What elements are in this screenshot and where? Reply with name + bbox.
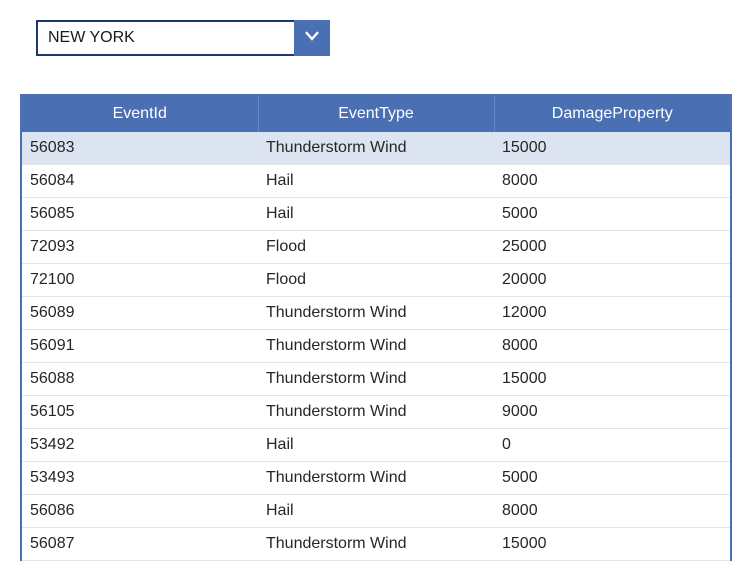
table-cell: Thunderstorm Wind: [258, 132, 494, 165]
table-row[interactable]: 56084Hail8000: [22, 165, 730, 198]
table-cell: 72093: [22, 231, 258, 264]
column-header-damageproperty[interactable]: DamageProperty: [494, 96, 730, 132]
state-dropdown-value[interactable]: NEW YORK: [36, 20, 294, 56]
events-table-body: 56083Thunderstorm Wind1500056084Hail8000…: [22, 132, 730, 561]
table-row[interactable]: 56083Thunderstorm Wind15000: [22, 132, 730, 165]
table-cell: 56086: [22, 495, 258, 528]
table-cell: 15000: [494, 363, 730, 396]
table-cell: 56105: [22, 396, 258, 429]
table-cell: Flood: [258, 264, 494, 297]
table-cell: 15000: [494, 528, 730, 561]
table-cell: Thunderstorm Wind: [258, 330, 494, 363]
column-header-eventtype[interactable]: EventType: [258, 96, 494, 132]
table-cell: Hail: [258, 198, 494, 231]
table-row[interactable]: 72093Flood25000: [22, 231, 730, 264]
table-cell: Thunderstorm Wind: [258, 297, 494, 330]
table-cell: 56087: [22, 528, 258, 561]
table-cell: Thunderstorm Wind: [258, 462, 494, 495]
table-cell: 56089: [22, 297, 258, 330]
table-cell: 5000: [494, 198, 730, 231]
table-cell: 8000: [494, 495, 730, 528]
table-cell: 53492: [22, 429, 258, 462]
table-row[interactable]: 53492Hail0: [22, 429, 730, 462]
table-cell: Flood: [258, 231, 494, 264]
table-cell: 56083: [22, 132, 258, 165]
table-cell: 0: [494, 429, 730, 462]
column-header-eventid[interactable]: EventId: [22, 96, 258, 132]
state-dropdown[interactable]: NEW YORK: [36, 20, 330, 56]
events-table-header-row: EventId EventType DamageProperty: [22, 96, 730, 132]
table-row[interactable]: 56086Hail8000: [22, 495, 730, 528]
table-cell: Hail: [258, 429, 494, 462]
table-cell: 8000: [494, 330, 730, 363]
table-cell: 12000: [494, 297, 730, 330]
table-cell: 5000: [494, 462, 730, 495]
state-dropdown-button[interactable]: [294, 20, 330, 56]
table-cell: 25000: [494, 231, 730, 264]
table-cell: 20000: [494, 264, 730, 297]
table-row[interactable]: 56089Thunderstorm Wind12000: [22, 297, 730, 330]
events-table: EventId EventType DamageProperty 56083Th…: [22, 96, 730, 561]
table-cell: Thunderstorm Wind: [258, 528, 494, 561]
table-cell: Thunderstorm Wind: [258, 396, 494, 429]
table-cell: 56091: [22, 330, 258, 363]
table-row[interactable]: 56085Hail5000: [22, 198, 730, 231]
table-row[interactable]: 53493Thunderstorm Wind5000: [22, 462, 730, 495]
table-cell: 72100: [22, 264, 258, 297]
table-row[interactable]: 56088Thunderstorm Wind15000: [22, 363, 730, 396]
table-cell: 56088: [22, 363, 258, 396]
table-row[interactable]: 56105Thunderstorm Wind9000: [22, 396, 730, 429]
table-row[interactable]: 72100Flood20000: [22, 264, 730, 297]
table-cell: Thunderstorm Wind: [258, 363, 494, 396]
table-cell: 56085: [22, 198, 258, 231]
table-cell: Hail: [258, 495, 494, 528]
events-table-header: EventId EventType DamageProperty: [22, 96, 730, 132]
table-cell: 56084: [22, 165, 258, 198]
table-row[interactable]: 56091Thunderstorm Wind8000: [22, 330, 730, 363]
table-cell: 8000: [494, 165, 730, 198]
events-table-container: EventId EventType DamageProperty 56083Th…: [20, 94, 732, 561]
table-cell: 53493: [22, 462, 258, 495]
table-cell: 15000: [494, 132, 730, 165]
chevron-down-icon: [303, 27, 321, 50]
table-cell: 9000: [494, 396, 730, 429]
table-row[interactable]: 56087Thunderstorm Wind15000: [22, 528, 730, 561]
table-cell: Hail: [258, 165, 494, 198]
